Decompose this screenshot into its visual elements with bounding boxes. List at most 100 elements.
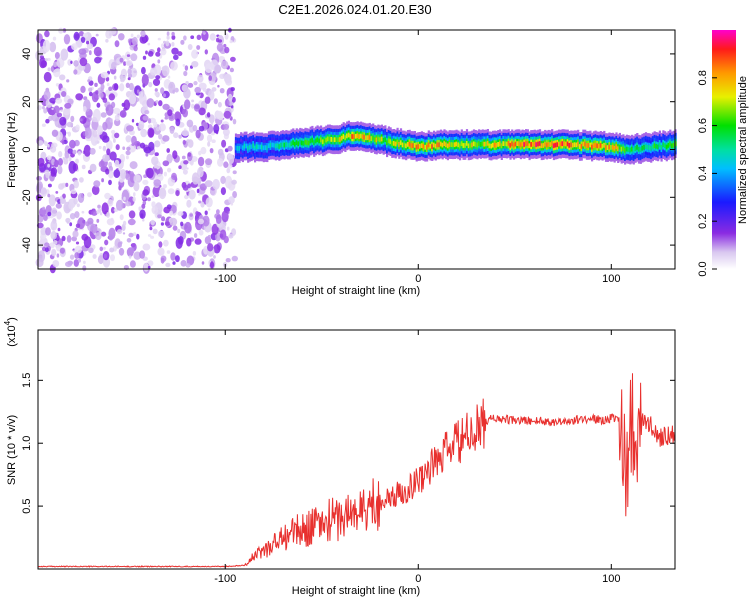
noise-speckle (147, 127, 155, 138)
noise-speckle (172, 150, 178, 160)
signal-cell (535, 142, 538, 147)
noise-speckle (86, 43, 94, 50)
signal-cell (288, 142, 291, 148)
noise-speckle (136, 233, 140, 240)
noise-speckle (49, 97, 57, 104)
signal-cell (476, 142, 479, 148)
noise-speckle (38, 240, 45, 248)
noise-speckle (183, 70, 188, 77)
signal-cell (500, 143, 503, 149)
noise-speckle (223, 43, 227, 48)
noise-speckle (50, 145, 57, 153)
noise-speckle (59, 198, 67, 204)
signal-cell (351, 134, 354, 139)
signal-cell (537, 141, 540, 147)
colorbar-tick-label: 0.0 (697, 261, 709, 276)
snr-y-label: SNR (10 * v/v) (6, 415, 18, 485)
noise-speckle (125, 173, 130, 181)
noise-speckle (58, 151, 63, 158)
noise-speckle (56, 57, 65, 68)
noise-speckle (88, 91, 93, 97)
colorbar-gradient (712, 30, 736, 269)
signal-cell (617, 146, 620, 152)
noise-speckle (79, 177, 84, 183)
noise-speckle (135, 122, 140, 126)
noise-speckle (143, 174, 148, 178)
noise-speckle (208, 234, 211, 237)
noise-speckle (196, 45, 201, 50)
noise-speckle (157, 47, 161, 53)
signal-cell (471, 142, 474, 148)
snr-y-ticks: 0.5 1.0 1.5 (21, 373, 675, 514)
snr-frame (37, 329, 676, 570)
signal-cell (234, 145, 238, 151)
signal-cell (252, 143, 255, 149)
signal-cell (651, 144, 654, 150)
noise-speckle (39, 57, 47, 69)
noise-speckle (183, 160, 189, 165)
noise-speckle (157, 214, 162, 219)
noise-speckle (78, 31, 84, 37)
noise-speckle (151, 195, 155, 198)
signal-cell (670, 143, 674, 149)
noise-speckle (155, 75, 161, 80)
signal-cell (601, 143, 604, 149)
noise-speckle (47, 183, 52, 188)
signal-cell (523, 142, 526, 147)
noise-speckle (186, 167, 189, 170)
noise-speckle (118, 247, 125, 256)
noise-speckle (165, 262, 171, 268)
noise-speckle (68, 202, 73, 210)
noise-speckle (210, 132, 215, 136)
noise-speckle (224, 175, 233, 189)
noise-speckle (53, 61, 58, 68)
noise-speckle (74, 252, 80, 259)
signal-cell (598, 143, 601, 149)
signal-cell (462, 143, 465, 148)
noise-speckle (105, 29, 113, 39)
noise-speckle (125, 82, 130, 89)
noise-speckle (163, 40, 166, 44)
noise-speckle (117, 241, 123, 248)
noise-speckle (144, 110, 150, 115)
noise-speckle (209, 148, 214, 154)
noise-speckle (93, 180, 101, 188)
noise-speckle (232, 170, 237, 175)
signal-cell (641, 145, 644, 151)
spectrogram-x-label: Height of straight line (km) (292, 285, 420, 297)
noise-speckle (205, 158, 213, 166)
noise-speckle (154, 91, 159, 96)
noise-speckle (69, 222, 73, 227)
noise-speckle (187, 44, 193, 50)
noise-speckle (81, 210, 85, 214)
noise-speckle (108, 233, 114, 241)
snr-y-tick-label: 1.5 (21, 373, 33, 388)
signal-cell (629, 147, 632, 153)
signal-cell (660, 144, 663, 150)
signal-cell (285, 142, 288, 147)
signal-cell (304, 139, 307, 145)
noise-speckle (215, 214, 222, 224)
noise-speckle (38, 140, 44, 146)
noise-speckle (177, 228, 181, 234)
noise-speckle (147, 50, 154, 57)
noise-speckle (162, 135, 170, 142)
noise-speckle (75, 223, 81, 229)
signal-cell (625, 146, 628, 152)
noise-speckle (73, 31, 80, 41)
noise-speckle (197, 218, 204, 225)
noise-speckle (173, 54, 179, 60)
signal-cell (238, 146, 241, 151)
noise-speckle (44, 30, 50, 38)
noise-speckle (129, 260, 136, 268)
noise-speckle (211, 139, 216, 143)
signal-cell (532, 142, 535, 147)
signal-cell (292, 140, 295, 146)
noise-speckle (190, 35, 195, 39)
noise-speckle (149, 226, 153, 231)
noise-speckle (157, 37, 161, 41)
signal-cell (309, 138, 312, 144)
signal-cell (333, 137, 337, 143)
signal-cell (405, 143, 408, 149)
noise-speckle (227, 93, 233, 102)
